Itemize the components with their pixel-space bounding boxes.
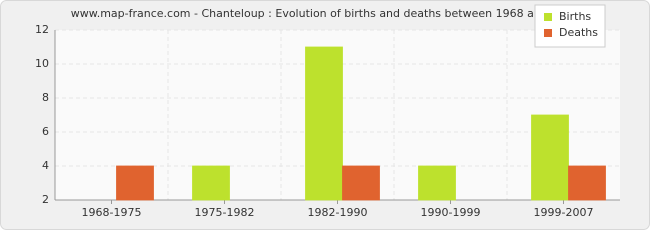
bar <box>531 114 569 201</box>
legend-label: Births <box>559 10 591 23</box>
y-tick-label: 10 <box>35 57 49 70</box>
bar <box>568 165 606 201</box>
y-tick-label: 8 <box>42 91 49 104</box>
bar <box>305 46 343 201</box>
legend-label: Deaths <box>559 26 598 39</box>
bar <box>418 165 456 201</box>
legend-swatch <box>544 13 552 21</box>
x-tick-label: 1975-1982 <box>195 206 255 219</box>
x-tick-label: 1990-1999 <box>421 206 481 219</box>
x-tick-label: 1982-1990 <box>308 206 368 219</box>
x-tick-label: 1999-2007 <box>534 206 594 219</box>
y-tick-label: 2 <box>42 193 49 206</box>
page: {"chart_data": {"type": "bar", "title": … <box>0 0 650 230</box>
legend-swatch <box>544 29 552 37</box>
x-tick-label: 1968-1975 <box>82 206 142 219</box>
bar <box>116 165 154 201</box>
chart: www.map-france.com - Chanteloup : Evolut… <box>0 0 650 230</box>
legend-box <box>534 4 606 48</box>
y-tick-label: 4 <box>42 159 49 172</box>
chart-title: www.map-france.com - Chanteloup : Evolut… <box>71 7 580 20</box>
bar <box>192 165 230 201</box>
y-tick-label: 6 <box>42 125 49 138</box>
y-tick-label: 12 <box>35 23 49 36</box>
bar <box>342 165 380 201</box>
